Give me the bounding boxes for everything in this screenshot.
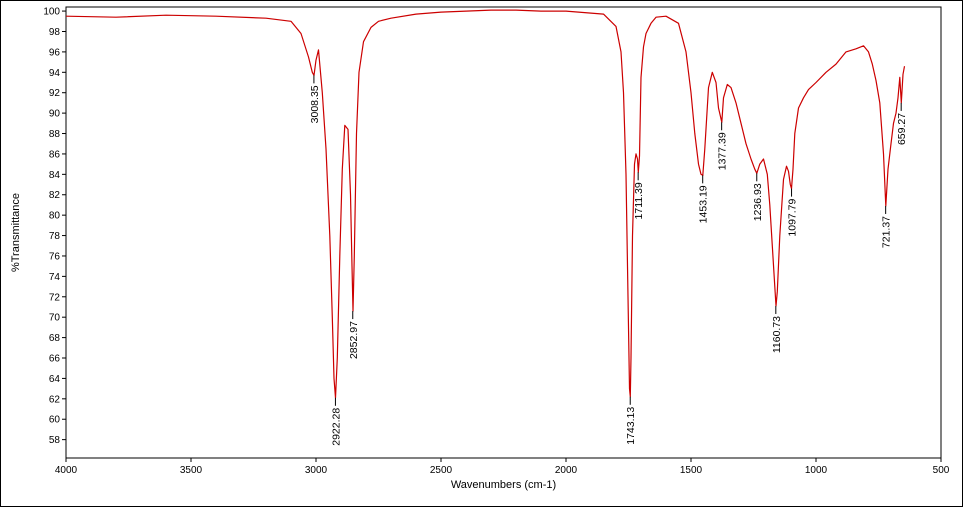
peak-label: 1377.39	[717, 132, 729, 170]
x-tick-label: 1000	[805, 465, 828, 476]
x-tick-label: 3500	[180, 465, 203, 476]
x-axis-title: Wavenumbers (cm-1)	[451, 479, 556, 491]
y-axis-title: %Transmittance	[10, 193, 22, 272]
peak-label: 1743.13	[625, 407, 637, 445]
peak-label: 1236.93	[752, 183, 764, 221]
x-tick-label: 4000	[55, 465, 78, 476]
peak-label: 1453.19	[698, 185, 710, 223]
y-tick-label: 94	[49, 68, 61, 79]
x-tick-label: 2500	[430, 465, 453, 476]
y-tick-label: 64	[49, 374, 61, 385]
peak-label: 1711.39	[633, 182, 645, 219]
y-tick-label: 92	[49, 88, 61, 99]
y-tick-label: 88	[49, 129, 61, 140]
y-tick-label: 58	[49, 435, 61, 446]
y-tick-label: 66	[49, 354, 61, 365]
peak-label: 1160.73	[771, 316, 783, 353]
peak-label: 721.37	[881, 216, 893, 248]
peak-labels: 3008.35 2922.28 2852.97 1743.13 1711.39 1453.…	[309, 75, 908, 446]
y-tick-label: 70	[49, 313, 61, 324]
series-group	[65, 9, 906, 399]
peak-label: 2852.97	[348, 321, 360, 359]
y-tick-label: 72	[49, 292, 61, 303]
peak-label: 2922.28	[330, 408, 342, 446]
y-tick-label: 98	[49, 27, 61, 38]
peak-label: 3008.35	[309, 85, 321, 123]
x-tick-label: 500	[933, 465, 950, 476]
y-tick-label: 84	[49, 170, 61, 181]
x-tick-label: 3000	[305, 465, 328, 476]
peak-label: 1097.79	[787, 198, 799, 236]
x-tick-label: 1500	[680, 465, 703, 476]
y-tick-label: 68	[49, 333, 61, 344]
y-tick-label: 76	[49, 251, 61, 262]
spectrum-line	[65, 9, 906, 399]
y-tick-label: 78	[49, 231, 61, 242]
y-tick-label: 80	[49, 211, 61, 222]
y-tick-label: 62	[49, 394, 61, 405]
peak-label: 659.27	[896, 113, 908, 145]
x-tick-label: 2000	[555, 465, 578, 476]
plot-area-border	[65, 6, 942, 459]
y-tick-label: 100	[43, 7, 60, 18]
y-tick-label: 86	[49, 149, 61, 160]
y-tick-label: 90	[49, 109, 61, 120]
axes: 4000 3500 3000 2500 2000 1500 1000 500 58 60 62 64 6…	[43, 6, 950, 476]
y-tick-label: 74	[49, 272, 61, 283]
y-tick-label: 60	[49, 415, 61, 426]
y-tick-label: 96	[49, 47, 61, 58]
y-tick-label: 82	[49, 190, 61, 201]
